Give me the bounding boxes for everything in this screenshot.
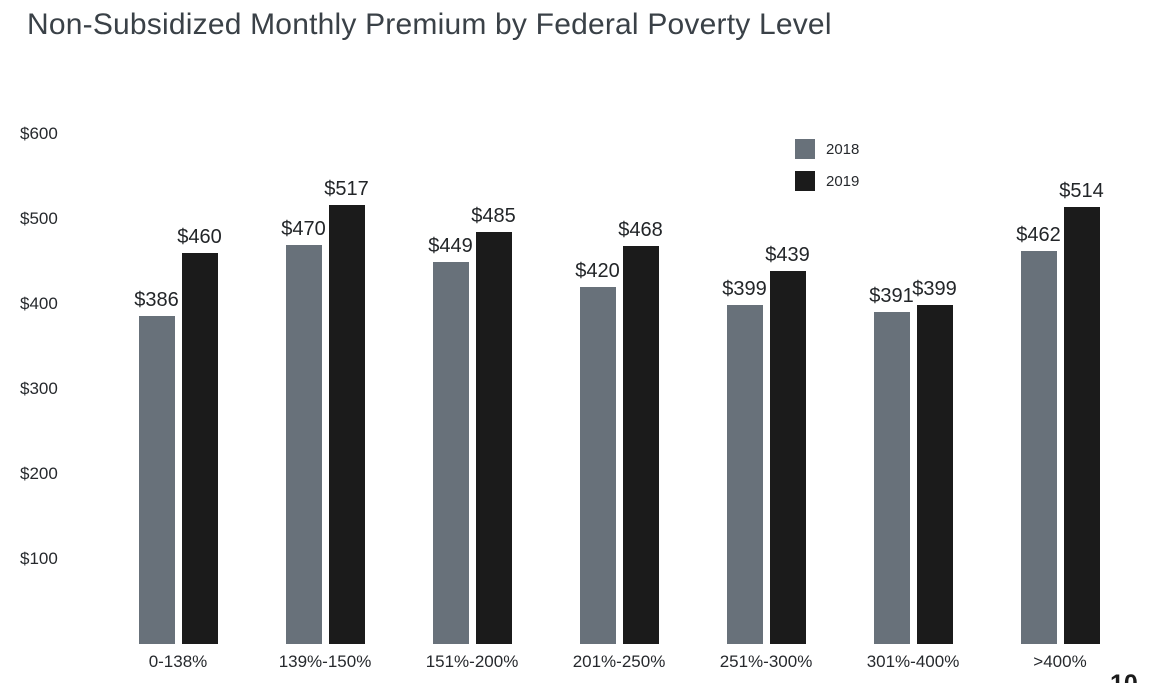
value-label-2018-151%-200%: $449: [428, 235, 473, 258]
y-axis-tick-label: $500: [20, 209, 58, 228]
x-axis-category-label: 151%-200%: [425, 652, 519, 671]
value-label-2019-251%-300%: $439: [765, 243, 810, 266]
bar-2018-139%-150%: [285, 244, 322, 644]
value-label-2019-0-138%: $460: [177, 226, 222, 248]
bar-2019->400%: [1063, 207, 1100, 644]
bar-2018-0-138%: [138, 315, 175, 644]
value-label-2018-301%-400%: $391: [869, 284, 914, 307]
value-label-2019-151%-200%: $485: [471, 204, 516, 227]
value-label-2018->400%: $462: [1016, 224, 1061, 247]
x-axis-category-label: 251%-300%: [719, 652, 813, 671]
value-label-2019->400%: $514: [1059, 180, 1104, 203]
value-label-2019-301%-400%: $399: [912, 277, 957, 300]
bar-2019-151%-200%: [475, 231, 512, 644]
bar-2018->400%: [1020, 251, 1057, 644]
x-axis-category-label: 139%-150%: [278, 652, 372, 671]
y-axis-tick-label: $300: [20, 379, 58, 398]
bar-2019-0-138%: [181, 253, 218, 644]
value-label-2018-139%-150%: $470: [281, 217, 326, 240]
x-axis-category-label: 201%-250%: [572, 652, 666, 671]
chart-title: Non-Subsidized Monthly Premium by Federa…: [27, 8, 832, 41]
bar-2019-201%-250%: [622, 246, 659, 644]
value-label-2018-251%-300%: $399: [722, 277, 767, 300]
bar-2018-301%-400%: [873, 311, 910, 644]
legend-label-2018: 2018: [826, 140, 860, 158]
y-axis-tick-label: $600: [20, 124, 58, 143]
value-label-2019-139%-150%: $517: [324, 177, 369, 200]
legend-swatch-2019: [795, 171, 815, 191]
bar-2018-201%-250%: [579, 287, 616, 644]
value-label-2018-201%-250%: $420: [575, 260, 620, 282]
page-number: 10: [1110, 670, 1138, 683]
legend-label-2019: 2019: [826, 172, 860, 190]
x-axis-category-label: >400%: [1033, 652, 1087, 671]
value-label-2019-201%-250%: $468: [618, 219, 663, 242]
y-axis-tick-label: $100: [20, 549, 58, 568]
bar-2019-251%-300%: [769, 270, 806, 644]
bar-2019-301%-400%: [916, 304, 953, 644]
x-axis-category-label: 0-138%: [148, 652, 208, 671]
legend-item-2019: 2019: [795, 171, 859, 191]
legend-item-2018: 2018: [795, 139, 859, 159]
y-axis-tick-label: $200: [20, 464, 58, 483]
legend-swatch-2018: [795, 139, 815, 159]
value-label-2018-0-138%: $386: [134, 288, 179, 311]
bar-2019-139%-150%: [328, 204, 365, 644]
bar-2018-251%-300%: [726, 304, 763, 644]
chart-legend: 2018 2019: [795, 139, 859, 203]
x-axis-category-label: 301%-400%: [866, 652, 960, 671]
bar-2018-151%-200%: [432, 262, 469, 644]
y-axis-tick-label: $400: [20, 294, 58, 313]
